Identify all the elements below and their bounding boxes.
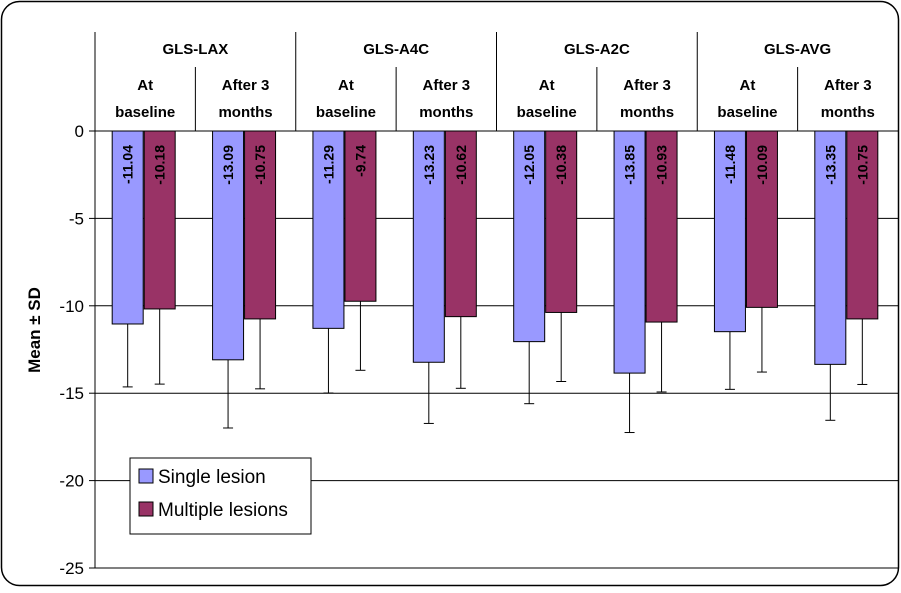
group-label: GLS-AVG	[764, 41, 831, 58]
legend-swatch-single-lesion	[138, 468, 154, 484]
group-label: GLS-A2C	[564, 41, 630, 58]
bar-single-lesion	[513, 130, 546, 343]
data-label: -11.04	[120, 145, 136, 184]
data-label: -10.38	[553, 145, 569, 185]
legend-label-multiple-lesions: Multiple lesions	[158, 500, 288, 521]
y-axis: 0 -5 -10 -15 -20 -25	[59, 32, 96, 578]
y-tick-label: -25	[59, 559, 84, 578]
subgroup-label-line2: months	[620, 104, 674, 121]
subgroup-label-line1: At	[740, 77, 756, 94]
bars: -11.04 -10.18 -13.09 -10.75 -11.29 -9.74 -13.2…	[111, 130, 879, 434]
data-label: -10.75	[854, 145, 870, 185]
y-tick-label: -5	[69, 209, 84, 228]
legend-box	[129, 457, 312, 535]
data-label: -10.18	[152, 145, 168, 185]
bar-multiple-lesions	[545, 130, 578, 313]
data-label: -10.93	[654, 145, 670, 185]
bar-multiple-lesions	[745, 130, 778, 308]
category-header: GLS-LAX At baseline After 3 months GLS-A4C At b…	[115, 32, 875, 131]
y-tick-label: -20	[59, 472, 84, 491]
subgroup-label-line2: baseline	[316, 104, 376, 121]
bar-single-lesion	[111, 130, 144, 325]
bar-single-lesion	[212, 130, 245, 361]
data-label: -13.35	[822, 145, 838, 185]
subgroup-label-line2: months	[821, 104, 875, 121]
legend: Single lesion Multiple lesions	[129, 457, 312, 535]
data-label: -11.29	[320, 145, 336, 184]
data-label: -12.05	[521, 145, 537, 185]
bar-multiple-lesions	[244, 130, 277, 320]
subgroup-label-line1: At	[137, 77, 153, 94]
y-tick-label: -10	[59, 297, 84, 316]
legend-swatch-multiple-lesions	[138, 501, 154, 517]
subgroup-label-line1: After 3	[423, 77, 471, 94]
y-tick-label: -15	[59, 384, 84, 403]
subgroup-label-line1: After 3	[623, 77, 671, 94]
subgroup-label-line1: After 3	[222, 77, 270, 94]
data-label: -13.09	[220, 145, 236, 185]
y-tick-label: 0	[75, 122, 84, 141]
bar-single-lesion	[312, 130, 345, 329]
bar-single-lesion	[412, 130, 445, 363]
bar-single-lesion	[814, 130, 847, 365]
subgroup-label-line1: At	[338, 77, 354, 94]
bar-multiple-lesions	[846, 130, 879, 320]
subgroup-label-line2: baseline	[115, 104, 175, 121]
group-label: GLS-LAX	[162, 41, 228, 58]
data-label: -10.75	[252, 145, 268, 185]
data-label: -10.62	[453, 145, 469, 185]
data-label: -13.23	[421, 145, 437, 185]
bar-multiple-lesions	[645, 130, 678, 323]
subgroup-label-line1: At	[539, 77, 555, 94]
data-label: -11.48	[722, 145, 738, 184]
subgroup-label-line2: baseline	[717, 104, 777, 121]
bar-multiple-lesions	[143, 130, 176, 310]
group-label: GLS-A4C	[363, 41, 429, 58]
y-axis-label: Mean ± SD	[25, 287, 44, 373]
subgroup-label-line2: baseline	[517, 104, 577, 121]
legend-label-single-lesion: Single lesion	[158, 467, 266, 488]
subgroup-label-line2: months	[419, 104, 473, 121]
subgroup-label-line1: After 3	[824, 77, 872, 94]
data-label: -9.74	[352, 145, 368, 177]
bar-single-lesion	[613, 130, 646, 374]
data-label: -13.85	[622, 145, 638, 185]
subgroup-label-line2: months	[218, 104, 272, 121]
data-label: -10.09	[754, 145, 770, 185]
